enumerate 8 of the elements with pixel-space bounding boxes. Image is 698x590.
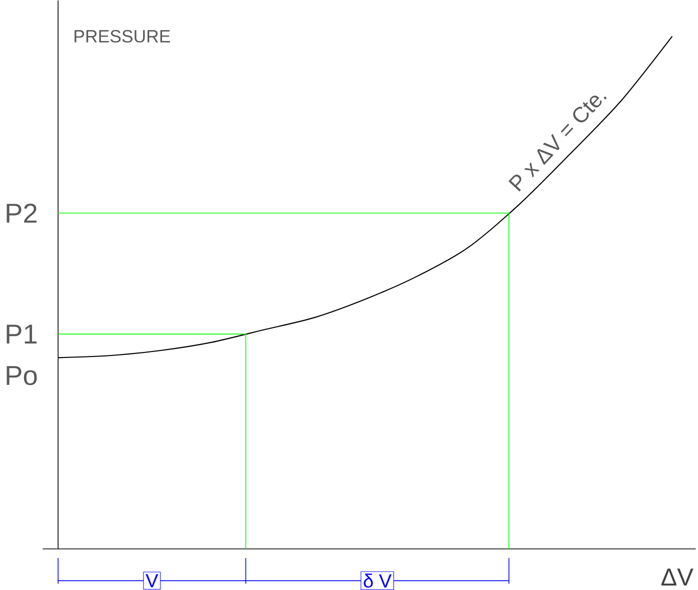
annotation: P x ΔV = Cte. [508,96,607,192]
text: δ V [364,574,392,588]
y-axis-title: PRESSURE [74,30,170,43]
x-axis-title: ΔV [661,568,694,586]
ref-line-label: P2 [6,204,37,223]
text: Po [6,366,37,386]
text: V [146,574,158,588]
ref-line-label: P1 [6,324,37,344]
